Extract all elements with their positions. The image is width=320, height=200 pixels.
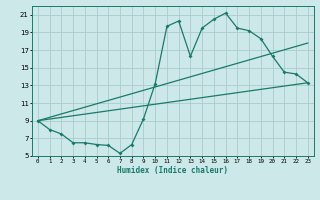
X-axis label: Humidex (Indice chaleur): Humidex (Indice chaleur) bbox=[117, 166, 228, 175]
